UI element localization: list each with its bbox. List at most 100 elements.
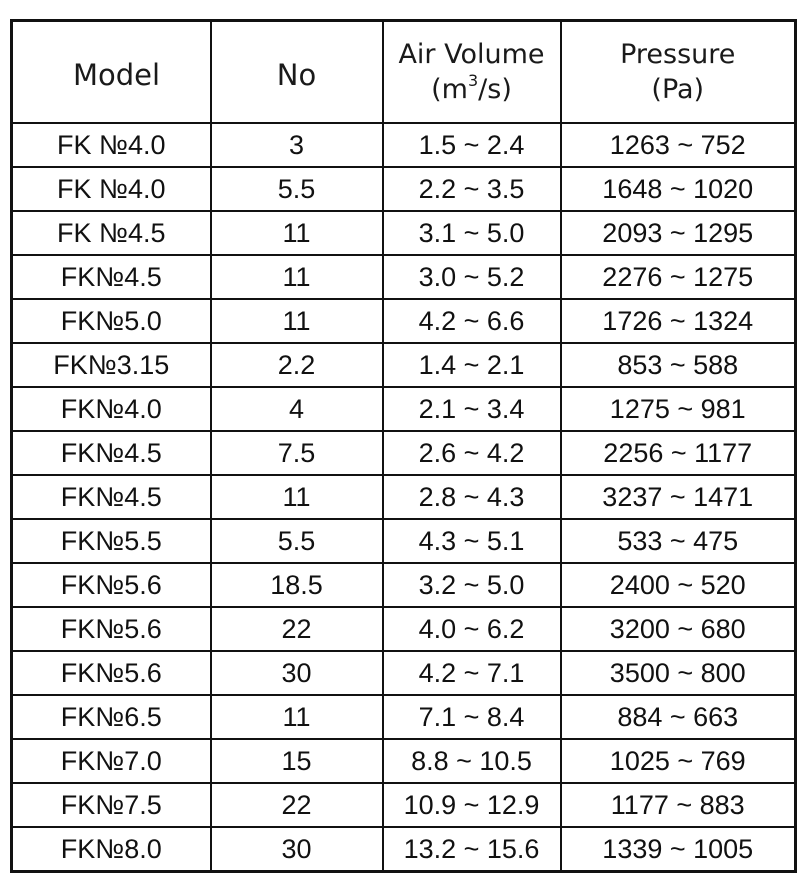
table-row: FK №4.0 5.5 2.2 ~ 3.5 1648 ~ 1020	[10, 166, 797, 212]
header-air-volume-label: Air Volume	[398, 39, 545, 70]
cell-model: FK№5.6	[10, 650, 212, 696]
table-row: FK№5.6 22 4.0 ~ 6.2 3200 ~ 680	[10, 606, 797, 652]
cell-pressure: 3200 ~ 680	[559, 606, 797, 652]
cell-no: 4	[209, 386, 384, 432]
cell-no: 11	[209, 210, 384, 256]
cell-air-volume: 3.2 ~ 5.0	[381, 562, 562, 608]
cell-no: 3	[209, 122, 384, 168]
table-row: FK№4.5 11 3.0 ~ 5.2 2276 ~ 1275	[10, 254, 797, 300]
cell-pressure: 1025 ~ 769	[559, 738, 797, 784]
cell-no: 7.5	[209, 430, 384, 476]
unit-superscript: 3	[467, 71, 479, 90]
table-row: FK№7.0 15 8.8 ~ 10.5 1025 ~ 769	[10, 738, 797, 784]
cell-air-volume: 3.0 ~ 5.2	[381, 254, 562, 300]
cell-pressure: 533 ~ 475	[559, 518, 797, 564]
cell-pressure: 2400 ~ 520	[559, 562, 797, 608]
cell-air-volume: 10.9 ~ 12.9	[381, 782, 562, 828]
cell-air-volume: 2.6 ~ 4.2	[381, 430, 562, 476]
cell-no: 5.5	[209, 518, 384, 564]
cell-air-volume: 4.0 ~ 6.2	[381, 606, 562, 652]
table-row: FK№4.5 11 2.8 ~ 4.3 3237 ~ 1471	[10, 474, 797, 520]
cell-pressure: 2276 ~ 1275	[559, 254, 797, 300]
table-header: Model No Air Volume (m3/s) Pressure (Pa)	[10, 19, 797, 124]
cell-air-volume: 2.2 ~ 3.5	[381, 166, 562, 212]
table-row: FK№8.0 30 13.2 ~ 15.6 1339 ~ 1005	[10, 826, 797, 873]
cell-pressure: 2093 ~ 1295	[559, 210, 797, 256]
cell-no: 11	[209, 254, 384, 300]
table-body: FK №4.0 3 1.5 ~ 2.4 1263 ~ 752 FK №4.0 5.5 2.…	[10, 122, 797, 873]
cell-no: 5.5	[209, 166, 384, 212]
cell-model: FK№5.5	[10, 518, 212, 564]
cell-model: FK№5.6	[10, 606, 212, 652]
table-row: FK№4.0 4 2.1 ~ 3.4 1275 ~ 981	[10, 386, 797, 432]
unit-suffix: /s)	[478, 74, 512, 105]
header-pressure-label: Pressure	[620, 39, 736, 70]
cell-air-volume: 8.8 ~ 10.5	[381, 738, 562, 784]
cell-model: FK№7.0	[10, 738, 212, 784]
cell-model: FK№4.0	[10, 386, 212, 432]
cell-no: 22	[209, 606, 384, 652]
cell-model: FK №4.0	[10, 122, 212, 168]
table-row: FK№5.0 11 4.2 ~ 6.6 1726 ~ 1324	[10, 298, 797, 344]
table-row: FK№5.5 5.5 4.3 ~ 5.1 533 ~ 475	[10, 518, 797, 564]
cell-no: 30	[209, 826, 384, 873]
table-row: FK№6.5 11 7.1 ~ 8.4 884 ~ 663	[10, 694, 797, 740]
cell-air-volume: 3.1 ~ 5.0	[381, 210, 562, 256]
header-pressure-unit: (Pa)	[651, 74, 705, 105]
cell-air-volume: 7.1 ~ 8.4	[381, 694, 562, 740]
table-row: FK№7.5 22 10.9 ~ 12.9 1177 ~ 883	[10, 782, 797, 828]
header-air-volume-unit: (m3/s)	[384, 72, 560, 107]
unit-prefix: (m	[431, 74, 468, 105]
cell-air-volume: 2.8 ~ 4.3	[381, 474, 562, 520]
cell-pressure: 2256 ~ 1177	[559, 430, 797, 476]
header-pressure: Pressure (Pa)	[559, 19, 797, 124]
cell-air-volume: 4.2 ~ 6.6	[381, 298, 562, 344]
cell-pressure: 884 ~ 663	[559, 694, 797, 740]
cell-pressure: 3500 ~ 800	[559, 650, 797, 696]
cell-pressure: 1275 ~ 981	[559, 386, 797, 432]
cell-model: FK№4.5	[10, 474, 212, 520]
cell-model: FK №4.0	[10, 166, 212, 212]
header-row: Model No Air Volume (m3/s) Pressure (Pa)	[10, 19, 797, 124]
cell-no: 11	[209, 474, 384, 520]
table-row: FK№5.6 18.5 3.2 ~ 5.0 2400 ~ 520	[10, 562, 797, 608]
cell-no: 22	[209, 782, 384, 828]
cell-pressure: 1177 ~ 883	[559, 782, 797, 828]
cell-model: FK№4.5	[10, 430, 212, 476]
cell-model: FK №4.5	[10, 210, 212, 256]
header-air-volume: Air Volume (m3/s)	[381, 19, 562, 124]
cell-no: 2.2	[209, 342, 384, 388]
cell-air-volume: 13.2 ~ 15.6	[381, 826, 562, 873]
cell-model: FK№3.15	[10, 342, 212, 388]
cell-model: FK№6.5	[10, 694, 212, 740]
cell-pressure: 3237 ~ 1471	[559, 474, 797, 520]
header-no: No	[209, 19, 384, 124]
cell-no: 18.5	[209, 562, 384, 608]
cell-air-volume: 2.1 ~ 3.4	[381, 386, 562, 432]
table-row: FK№5.6 30 4.2 ~ 7.1 3500 ~ 800	[10, 650, 797, 696]
cell-no: 15	[209, 738, 384, 784]
cell-model: FK№7.5	[10, 782, 212, 828]
cell-pressure: 1339 ~ 1005	[559, 826, 797, 873]
cell-no: 30	[209, 650, 384, 696]
fan-spec-table: Model No Air Volume (m3/s) Pressure (Pa)…	[10, 19, 797, 873]
table-row: FK №4.0 3 1.5 ~ 2.4 1263 ~ 752	[10, 122, 797, 168]
cell-pressure: 853 ~ 588	[559, 342, 797, 388]
cell-air-volume: 4.3 ~ 5.1	[381, 518, 562, 564]
table-row: FK№3.15 2.2 1.4 ~ 2.1 853 ~ 588	[10, 342, 797, 388]
table-row: FK№4.5 7.5 2.6 ~ 4.2 2256 ~ 1177	[10, 430, 797, 476]
cell-pressure: 1726 ~ 1324	[559, 298, 797, 344]
cell-model: FK№5.0	[10, 298, 212, 344]
cell-no: 11	[209, 694, 384, 740]
cell-air-volume: 1.5 ~ 2.4	[381, 122, 562, 168]
header-model: Model	[10, 19, 212, 124]
cell-air-volume: 4.2 ~ 7.1	[381, 650, 562, 696]
cell-model: FK№8.0	[10, 826, 212, 873]
cell-air-volume: 1.4 ~ 2.1	[381, 342, 562, 388]
cell-pressure: 1648 ~ 1020	[559, 166, 797, 212]
table-row: FK №4.5 11 3.1 ~ 5.0 2093 ~ 1295	[10, 210, 797, 256]
cell-model: FK№5.6	[10, 562, 212, 608]
fan-spec-table-container: Model No Air Volume (m3/s) Pressure (Pa)…	[10, 19, 797, 873]
cell-pressure: 1263 ~ 752	[559, 122, 797, 168]
cell-no: 11	[209, 298, 384, 344]
